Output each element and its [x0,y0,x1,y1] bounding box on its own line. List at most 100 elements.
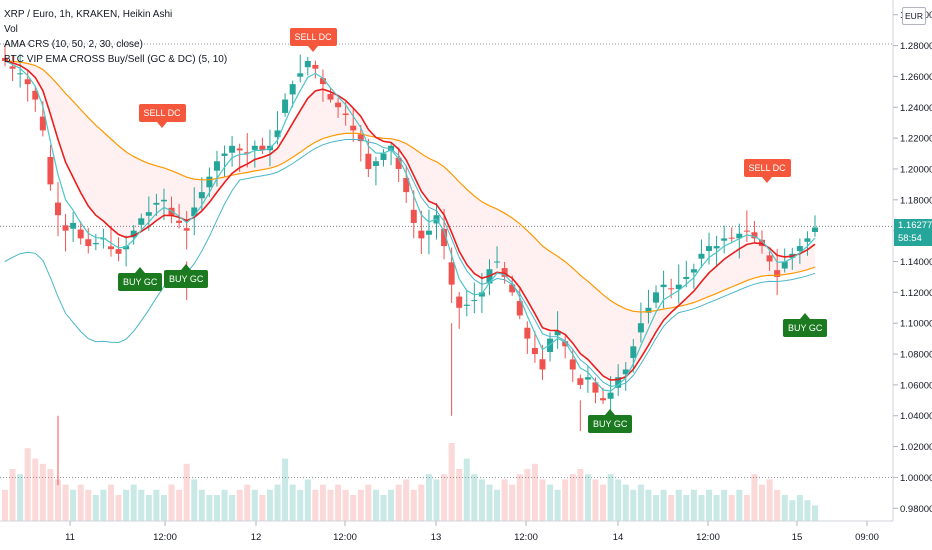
volume-bar [569,474,576,521]
candle-body [675,284,682,290]
candle-body [236,148,243,151]
candle-body [395,157,402,169]
candle-body [531,347,538,355]
volume-bar [554,489,561,521]
time-tick-label: 11 [65,532,75,543]
buy-signal-label[interactable]: BUY GC [118,273,163,292]
ama-band-fill [5,61,815,381]
volume-bar [123,489,130,521]
volume-bar [77,484,84,521]
volume-bar [607,474,614,521]
price-tag: 58:54 [894,231,932,246]
candle-body [569,359,576,370]
candle-body [54,202,61,216]
candle-body [418,230,425,239]
volume-bar [736,489,743,521]
candle-body [448,262,455,285]
volume-bar [380,495,387,521]
sell-signal-label[interactable]: SELL DC [743,158,791,177]
volume-bar [690,489,697,521]
candle-body [62,225,69,231]
volume-bar [509,484,516,521]
vol-indicator-label[interactable]: Vol [4,24,18,35]
buy-signal-label[interactable]: BUY GC [588,414,633,433]
time-tick-label: 12 [251,532,262,543]
volume-bar [304,479,311,521]
candle-body [2,57,8,61]
price-tick-label: 1.24000 [900,103,932,114]
volume-bar [130,484,137,521]
volume-bar [418,484,425,521]
signal-arrow [157,121,167,128]
sell-signal-label[interactable]: SELL DC [289,28,337,47]
candle-body [630,346,637,358]
volume-bar [592,479,599,521]
price-tick-label: 1.14000 [900,257,932,268]
candle-body [357,134,364,142]
candle-body [653,292,660,303]
candle-body [282,99,289,113]
volume-bar [100,489,107,521]
volume-bar [259,495,266,521]
buy-signal-label[interactable]: BUY GC [783,319,828,338]
volume-bar [645,489,652,521]
volume-bar [653,495,660,521]
candle-body [615,377,622,388]
volume-bar [759,484,766,521]
candle-body [441,228,448,247]
candle-body [183,228,190,231]
signal-arrow [308,46,318,53]
volume-bar [160,495,167,521]
sell-signal-label[interactable]: SELL DC [138,103,186,122]
ema-cross-indicator-label[interactable]: BTC VIP EMA CROSS Buy/Sell (GC & DC) (5,… [4,54,228,65]
signal-arrow [800,313,810,320]
candle-body [145,212,152,216]
candle-body [554,330,561,336]
candle-body [584,377,591,380]
grid [0,43,893,478]
buy-signal-label[interactable]: BUY GC [164,269,209,288]
candle-body [319,78,326,85]
volume-bar [804,500,811,521]
price-tag: 1.16277 [894,219,932,234]
candle-body [456,296,463,308]
volume-bar [54,479,61,521]
volume-bar [206,495,213,521]
volume-bar [176,489,183,521]
candle-body [244,152,251,154]
volume-bar [236,489,243,521]
candle-body [9,66,16,69]
volume-bar [191,479,198,521]
volume-bar [600,484,607,521]
candle-body [153,202,160,205]
ama-indicator-label[interactable]: AMA CRS (10, 50, 2, 30, close) [4,39,143,50]
volume-bar [282,458,289,521]
candle-body [221,153,228,156]
volume-bar [471,474,478,521]
candle-body [516,301,523,316]
candle-body [463,304,470,306]
candle-body [781,261,788,269]
volume-bar [531,463,538,521]
price-tick-label: 1.22000 [900,134,932,145]
volume-bar [547,484,554,521]
volume-bar [615,479,622,521]
candle-body [191,207,198,217]
volume-bar [266,489,273,521]
price-tick-label: 1.26000 [900,72,932,83]
volume-bar [433,479,440,521]
candle-body [668,288,675,290]
candle-body [600,398,607,401]
candle-body [92,242,99,245]
candle-body [706,246,713,251]
price-tick-label: 1.08000 [900,350,932,361]
candle-body [259,145,266,151]
volume-bar [153,489,160,521]
volume-bar [92,495,99,521]
currency-label[interactable]: EUR [902,7,926,25]
candle-body [736,233,743,239]
volume-bar [297,489,304,521]
symbol-title[interactable]: XRP / Euro, 1h, KRAKEN, Heikin Ashi [4,9,173,20]
